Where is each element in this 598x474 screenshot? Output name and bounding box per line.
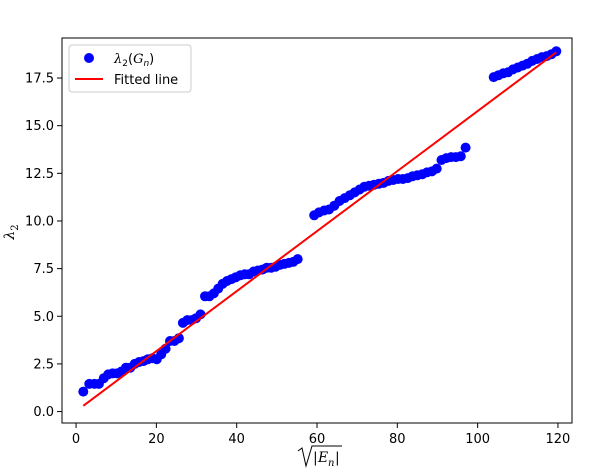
y-tick-label: 5.0 xyxy=(33,310,54,325)
y-tick-label: 0.0 xyxy=(33,405,54,420)
legend-entry-lambda2: λ2(Gn) xyxy=(113,52,154,69)
x-tick-label: 120 xyxy=(546,432,571,447)
legend-box xyxy=(68,44,192,93)
x-tick-label: 80 xyxy=(389,432,406,447)
x-tick-label: 20 xyxy=(148,432,165,447)
y-tick-label: 12.5 xyxy=(25,167,54,182)
y-tick-label: 17.5 xyxy=(25,72,54,87)
svg-text:|: | xyxy=(313,450,318,466)
x-tick-label: 0 xyxy=(72,432,80,447)
x-tick-label: 40 xyxy=(228,432,245,447)
svg-text:|: | xyxy=(335,450,340,466)
scatter-point xyxy=(431,163,442,174)
scatter-point xyxy=(78,386,89,397)
svg-text:E: E xyxy=(317,450,328,466)
legend: λ2(Gn) Fitted line xyxy=(68,44,192,93)
legend-entry-fitted-line: Fitted line xyxy=(114,73,178,88)
scatter-point xyxy=(460,142,471,153)
svg-text:n: n xyxy=(328,458,334,469)
y-tick-label: 2.5 xyxy=(33,357,54,372)
x-axis: 0 20 40 60 80 100 120 xyxy=(72,423,570,447)
y-tick-label: 7.5 xyxy=(33,262,54,277)
plot-layer xyxy=(78,46,562,407)
x-axis-label: | E n | xyxy=(297,445,342,469)
fitted-line xyxy=(82,51,557,407)
scatter-point xyxy=(455,151,466,162)
y-tick-label: 15.0 xyxy=(25,119,54,134)
legend-marker-scatter xyxy=(84,53,94,63)
y-tick-label: 10.0 xyxy=(25,214,54,229)
x-tick-label: 100 xyxy=(465,432,490,447)
y-axis: 0.0 2.5 5.0 7.5 10.0 12.5 15.0 17.5 xyxy=(25,72,62,420)
x-tick-label: 60 xyxy=(309,432,326,447)
scatter-point xyxy=(292,254,303,265)
